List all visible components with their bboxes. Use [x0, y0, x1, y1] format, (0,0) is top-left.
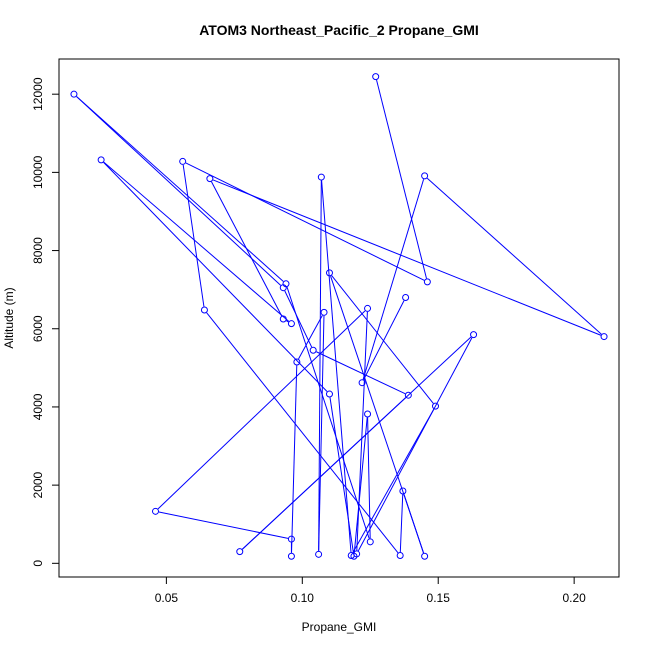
data-point	[470, 331, 478, 339]
data-point	[423, 278, 431, 286]
y-axis: 0 2000 4000 6000 8000 10000 12000	[31, 77, 60, 567]
y-tick-label: 10000	[31, 155, 45, 189]
series-segment	[330, 276, 424, 554]
series-segment	[316, 351, 406, 395]
y-tick-label: 12000	[31, 77, 45, 111]
data-point	[287, 535, 295, 543]
x-axis-label: Propane_GMI	[302, 620, 377, 634]
series-segment	[363, 300, 405, 380]
series-segment	[362, 179, 425, 380]
x-tick-label: 0.15	[427, 591, 451, 605]
series-segment	[158, 511, 289, 539]
data-point	[315, 550, 323, 558]
data-point	[364, 304, 372, 312]
data-point	[325, 269, 333, 277]
plot-frame	[58, 58, 620, 578]
data-point	[293, 358, 301, 366]
data-point	[152, 507, 160, 515]
data-point	[350, 552, 358, 560]
data-point	[97, 156, 105, 164]
series-segment	[376, 79, 427, 279]
series-segment	[212, 179, 601, 336]
data-point	[236, 548, 244, 556]
data-point	[600, 333, 608, 341]
series-segment	[352, 408, 435, 553]
data-point	[399, 487, 407, 495]
series-point-group	[70, 73, 608, 560]
series-segment	[298, 315, 323, 360]
data-point	[282, 280, 290, 288]
series-segment	[76, 96, 282, 286]
y-axis-label: Altitude (m)	[2, 287, 16, 348]
data-point	[317, 173, 325, 181]
data-point	[206, 175, 214, 183]
series-segment	[206, 312, 399, 554]
series-segment	[318, 180, 322, 551]
series-segment	[185, 162, 425, 281]
series-segment	[211, 181, 283, 317]
data-point	[279, 315, 287, 323]
data-point	[287, 320, 295, 328]
data-point	[366, 538, 374, 546]
series-segment	[321, 180, 352, 553]
series-segment	[291, 365, 298, 553]
y-tick-label: 0	[31, 560, 45, 567]
data-point	[287, 552, 295, 560]
data-point	[70, 90, 78, 98]
series-segment	[76, 96, 284, 282]
series-segment	[284, 290, 313, 348]
data-point	[320, 308, 328, 316]
x-tick-label: 0.10	[291, 591, 315, 605]
series-segment	[357, 337, 473, 552]
data-point	[364, 410, 372, 418]
x-tick-label: 0.20	[562, 591, 586, 605]
series-line-group	[76, 79, 602, 554]
data-point	[372, 73, 380, 81]
series-segment	[182, 164, 205, 307]
chart-title: ATOM3 Northeast_Pacific_2 Propane_GMI	[199, 22, 479, 38]
data-point	[179, 157, 187, 165]
y-tick-label: 6000	[31, 315, 45, 342]
x-tick-label: 0.05	[155, 591, 179, 605]
series-segment	[157, 310, 366, 510]
x-axis: 0.05 0.10 0.15 0.20	[155, 576, 586, 605]
data-point	[421, 552, 429, 560]
data-point	[421, 172, 429, 180]
data-point	[200, 306, 208, 314]
series-segment	[399, 494, 404, 553]
data-point	[325, 390, 333, 398]
series-segment	[286, 320, 289, 323]
data-point	[432, 402, 440, 410]
series-segment	[242, 397, 407, 550]
series-segment	[367, 417, 371, 539]
series-segment	[286, 286, 370, 539]
data-point	[404, 391, 412, 399]
series-segment	[426, 177, 602, 335]
data-point	[396, 551, 404, 559]
series-segment	[329, 397, 354, 553]
y-tick-label: 8000	[31, 237, 45, 264]
y-tick-label: 2000	[31, 471, 45, 498]
series-segment	[331, 275, 434, 404]
data-point	[358, 379, 366, 387]
y-tick-label: 4000	[31, 393, 45, 420]
series-segment	[353, 417, 368, 553]
series-segment	[103, 162, 328, 392]
series-segment	[103, 161, 290, 322]
data-point	[309, 346, 317, 354]
data-point	[402, 293, 410, 301]
